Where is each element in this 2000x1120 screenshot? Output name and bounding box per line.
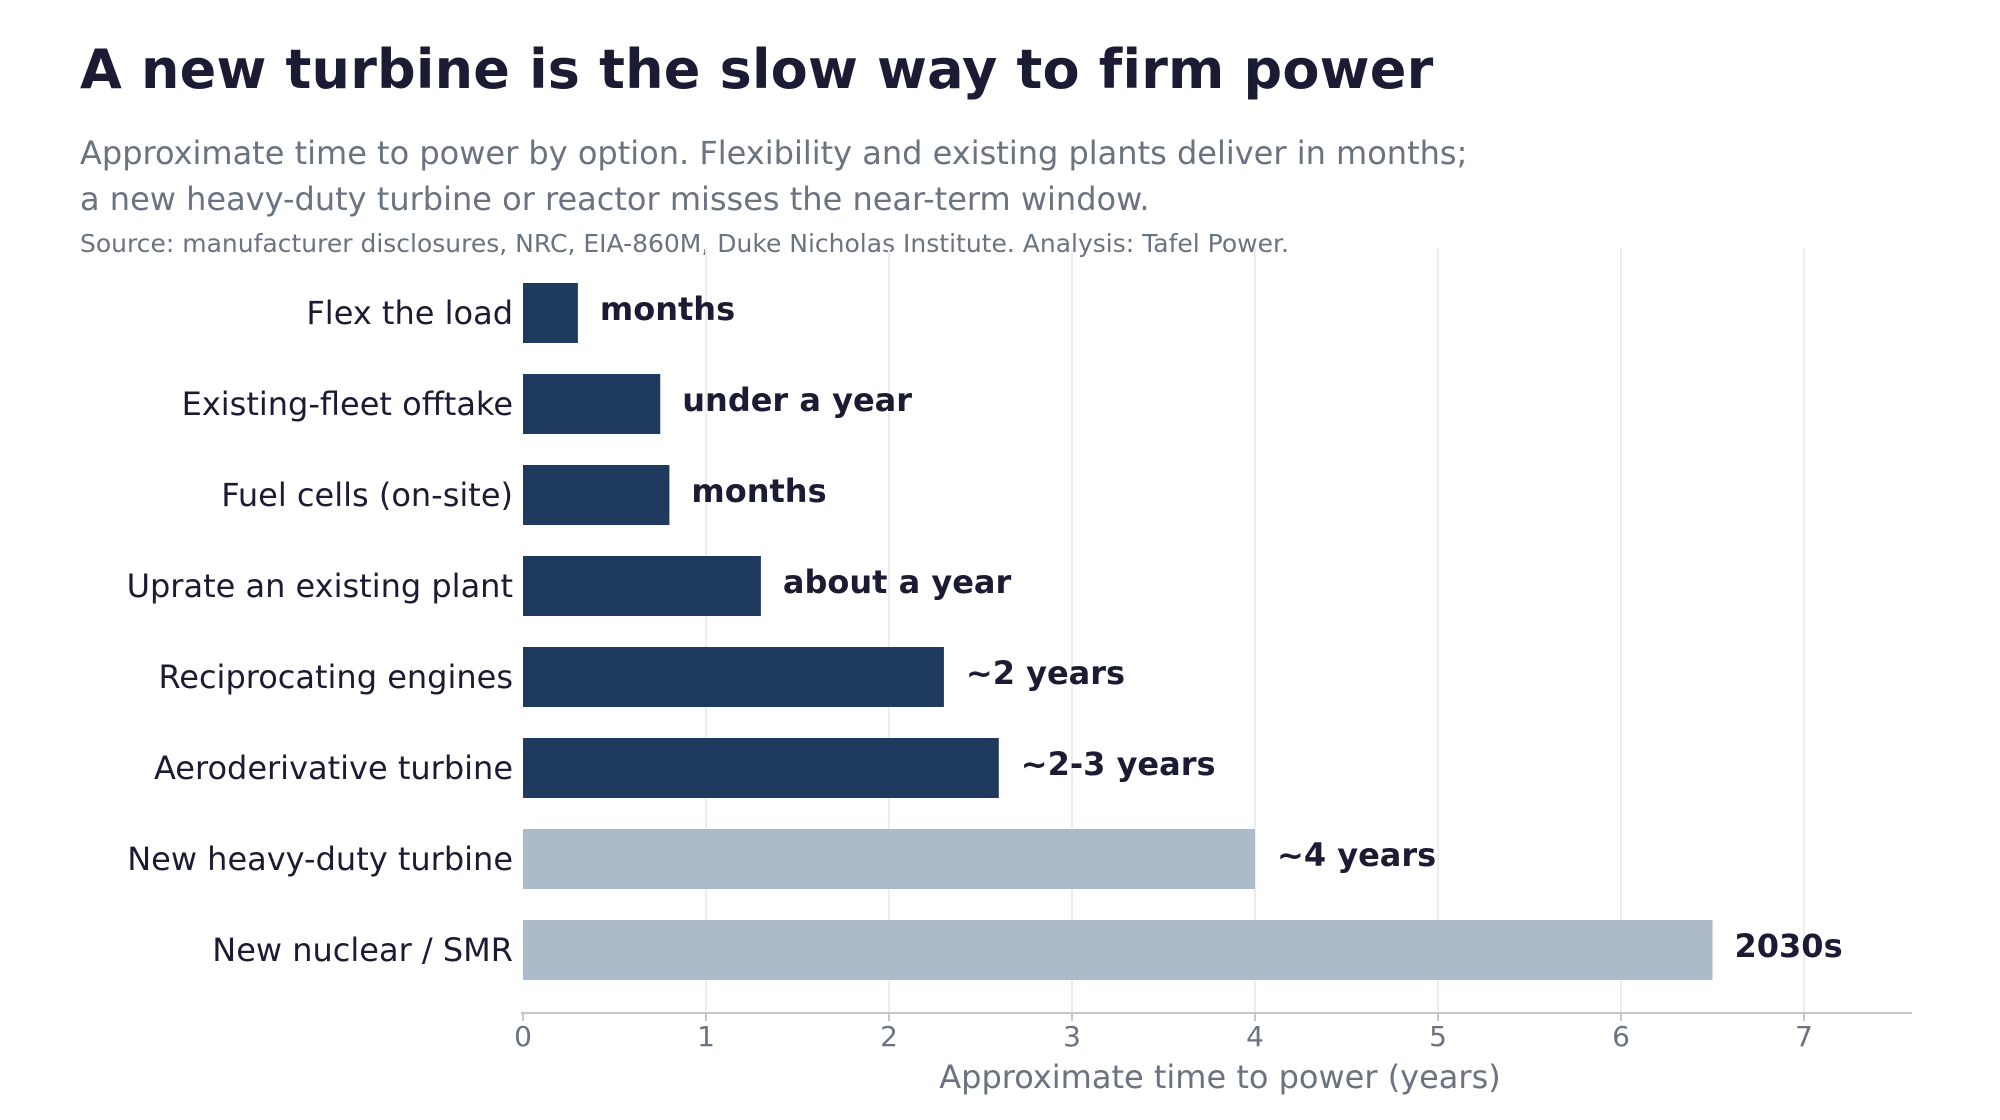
bar [523,829,1255,889]
bar [523,647,944,707]
bars: Flex the load months Existing-fleet offtak… [127,283,1843,980]
bar [523,374,661,434]
x-tick-label: 4 [1246,1020,1264,1053]
bar [523,556,761,616]
x-tick-label: 5 [1429,1020,1447,1053]
category-label: Reciprocating engines [158,658,513,696]
data-label: about a year [783,563,1012,601]
data-label: 2030s [1735,927,1843,965]
data-label: months [600,290,735,328]
x-tick-label: 1 [697,1020,715,1053]
bar [523,283,578,343]
data-label: months [691,472,826,510]
x-tick-label: 3 [1063,1020,1081,1053]
data-label: ~2-3 years [1021,745,1216,783]
x-tick-label: 7 [1795,1020,1813,1053]
bar [523,465,670,525]
source-note: Source: manufacturer disclosures, NRC, E… [80,229,1289,258]
category-label: Fuel cells (on-site) [221,476,513,514]
x-tick-label: 6 [1612,1020,1630,1053]
x-tick-label: 0 [514,1020,532,1053]
category-label: Flex the load [306,294,513,332]
data-label: ~4 years [1277,836,1436,874]
gridlines [705,248,1805,1013]
category-label: Aeroderivative turbine [154,749,513,787]
subtitle-line: Approximate time to power by option. Fle… [80,134,1468,172]
data-label: under a year [682,381,912,419]
category-label: Existing-fleet offtake [182,385,513,423]
chart-subtitle: Approximate time to power by option. Fle… [80,130,1780,222]
data-label: ~2 years [966,654,1125,692]
bar [523,920,1713,980]
bar [523,738,999,798]
category-label: New nuclear / SMR [212,931,513,969]
category-label: Uprate an existing plant [127,567,513,605]
x-axis-label: Approximate time to power (years) [939,1058,1500,1096]
chart-title: A new turbine is the slow way to firm po… [80,38,1434,101]
x-axis: 0 1 2 3 4 5 6 7 [514,1012,1912,1053]
subtitle-line: a new heavy-duty turbine or reactor miss… [80,180,1150,218]
x-tick-label: 2 [880,1020,898,1053]
category-label: New heavy-duty turbine [127,840,513,878]
